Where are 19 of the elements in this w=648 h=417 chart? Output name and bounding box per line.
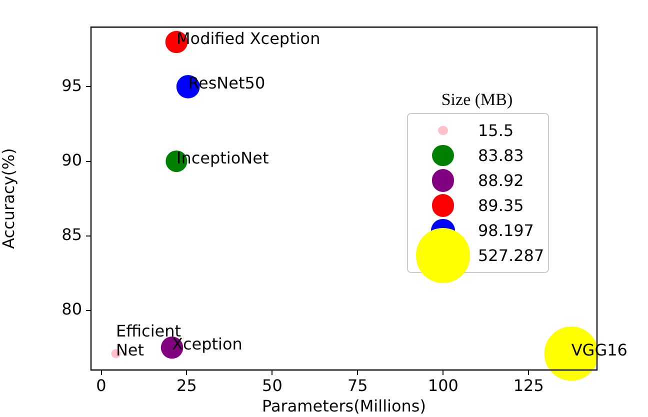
legend-label: 83.83 xyxy=(478,146,524,165)
x-tick-label: 0 xyxy=(96,376,106,395)
legend-label: 15.5 xyxy=(478,121,514,140)
y-tick-label: 85 xyxy=(62,224,82,244)
legend-label: 88.92 xyxy=(478,171,524,190)
y-tick-label: 90 xyxy=(62,150,82,170)
y-axis-title: Accuracy(%) xyxy=(0,148,18,249)
x-tick-label: 125 xyxy=(513,376,544,395)
y-tick-label: 95 xyxy=(62,76,82,95)
x-tick-label: 75 xyxy=(347,376,368,395)
x-axis-title: Parameters(Millions) xyxy=(262,396,426,416)
x-tick-label: 100 xyxy=(428,376,458,395)
legend-label: 98.197 xyxy=(478,221,534,240)
y-tick-label: 80 xyxy=(62,300,82,319)
x-tick-label: 50 xyxy=(262,376,282,395)
x-tick-label: 25 xyxy=(176,376,197,395)
legend-label: 89.35 xyxy=(478,196,524,215)
legend-label: 527.287 xyxy=(478,246,544,265)
legend-title: Size (MB) xyxy=(440,90,514,110)
